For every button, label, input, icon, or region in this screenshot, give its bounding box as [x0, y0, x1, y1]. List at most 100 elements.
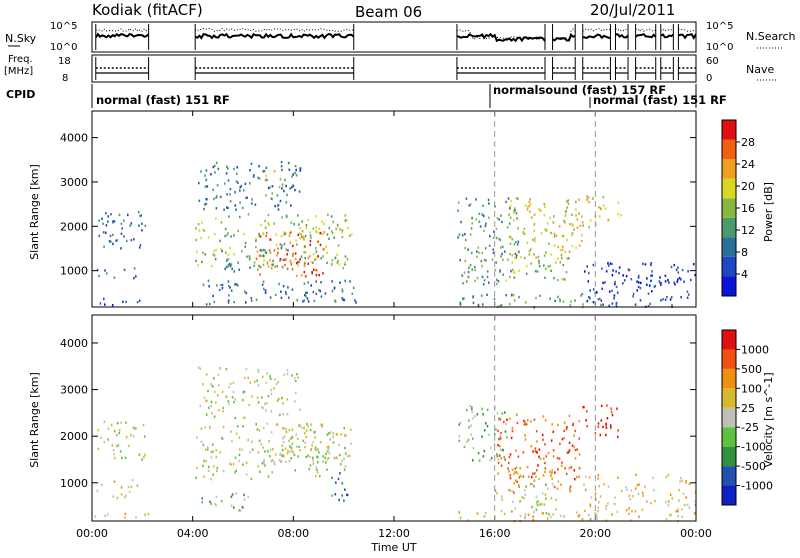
heatmap-cell	[104, 303, 106, 306]
heatmap-cell	[509, 477, 512, 480]
heatmap-cell	[264, 226, 267, 229]
heatmap-cell	[557, 468, 559, 471]
heatmap-cell	[459, 421, 462, 424]
heatmap-cell	[483, 429, 486, 432]
heatmap-cell	[668, 281, 670, 284]
heatmap-cell	[503, 512, 506, 516]
heatmap-cell	[680, 296, 682, 299]
heatmap-cell	[600, 299, 603, 302]
heatmap-cell	[300, 426, 303, 429]
heatmap-cell	[228, 294, 230, 297]
heatmap-cell	[344, 214, 347, 217]
heatmap-cell	[220, 221, 223, 224]
heatmap-cell	[561, 248, 564, 252]
search-noise-line	[678, 28, 697, 32]
heatmap-cell	[215, 207, 218, 210]
heatmap-cell	[210, 456, 213, 459]
heatmap-cell	[301, 236, 303, 239]
heatmap-cell	[522, 451, 525, 454]
heatmap-cell	[224, 227, 227, 231]
heatmap-cell	[617, 201, 620, 204]
heatmap-cell	[265, 234, 267, 238]
heatmap-cell	[107, 438, 109, 441]
heatmap-cell	[102, 222, 104, 225]
heatmap-cell	[256, 396, 259, 399]
heatmap-cell	[468, 419, 470, 422]
heatmap-cell	[344, 452, 347, 455]
heatmap-cell	[279, 259, 281, 262]
heatmap-cell	[202, 283, 205, 287]
heatmap-cell	[463, 271, 466, 274]
heatmap-cell	[469, 263, 472, 267]
heatmap-cell	[318, 288, 320, 292]
heatmap-cell	[321, 232, 324, 236]
heatmap-cell	[125, 436, 128, 439]
heatmap-cell	[507, 197, 510, 200]
heatmap-cell	[511, 429, 514, 433]
heatmap-cell	[216, 195, 218, 198]
heatmap-cell	[326, 251, 328, 254]
heatmap-cell	[307, 281, 309, 284]
heatmap-cell	[281, 187, 283, 190]
heatmap-cell	[602, 204, 605, 207]
heatmap-cell	[259, 265, 262, 269]
heatmap-cell	[523, 497, 525, 500]
heatmap-cell	[303, 251, 305, 254]
heatmap-cell	[561, 234, 563, 237]
heatmap-cell	[488, 202, 490, 205]
heatmap-cell	[598, 501, 600, 504]
heatmap-cell	[283, 189, 285, 193]
heatmap-cell	[559, 261, 562, 264]
heatmap-cell	[336, 223, 339, 227]
heatmap-cell	[298, 223, 300, 226]
heatmap-cell	[289, 450, 291, 454]
heatmap-cell	[124, 516, 126, 519]
heatmap-cell	[542, 438, 544, 441]
heatmap-cell	[227, 263, 230, 267]
heatmap-cell	[224, 234, 226, 238]
heatmap-cell	[339, 472, 341, 475]
heatmap-cell	[248, 255, 250, 258]
heatmap-cell	[660, 283, 662, 287]
heatmap-cell	[557, 257, 559, 260]
heatmap-cell	[501, 245, 504, 249]
heatmap-cell	[597, 509, 599, 513]
heatmap-cell	[300, 274, 303, 277]
heatmap-cell	[324, 456, 327, 459]
heatmap-cell	[524, 493, 527, 496]
heatmap-cell	[623, 279, 626, 282]
heatmap-cell	[261, 375, 264, 379]
heatmap-cell	[551, 423, 553, 426]
heatmap-cell	[459, 259, 461, 262]
heatmap-cell	[117, 421, 119, 425]
heatmap-cell	[566, 206, 568, 209]
heatmap-cell	[627, 268, 630, 271]
heatmap-cell	[206, 399, 208, 402]
colorbar-swatch	[722, 446, 736, 467]
freq-tick-top: 18	[58, 56, 71, 67]
heatmap-cell	[664, 280, 667, 283]
heatmap-cell	[243, 233, 245, 236]
heatmap-cell	[515, 449, 517, 452]
heatmap-cell	[198, 181, 200, 185]
colorbar-swatch	[722, 237, 736, 257]
heatmap-cell	[99, 302, 102, 305]
heatmap-cell	[320, 295, 323, 298]
heatmap-cell	[341, 229, 344, 232]
heatmap-cell	[283, 427, 285, 430]
heatmap-cell	[671, 304, 673, 307]
heatmap-cell	[554, 471, 556, 474]
heatmap-cell	[592, 197, 594, 200]
heatmap-cell	[237, 425, 239, 428]
heatmap-cell	[628, 494, 631, 497]
heatmap-cell	[641, 508, 644, 511]
nave-tick-top: 60	[706, 56, 719, 67]
heatmap-cell	[243, 498, 246, 501]
heatmap-cell	[507, 258, 509, 261]
heatmap-cell	[326, 458, 329, 461]
heatmap-cell	[220, 436, 223, 440]
y-tick-label: 1000	[60, 477, 88, 490]
heatmap-cell	[653, 488, 655, 492]
heatmap-cell	[681, 268, 684, 272]
heatmap-cell	[515, 471, 518, 474]
